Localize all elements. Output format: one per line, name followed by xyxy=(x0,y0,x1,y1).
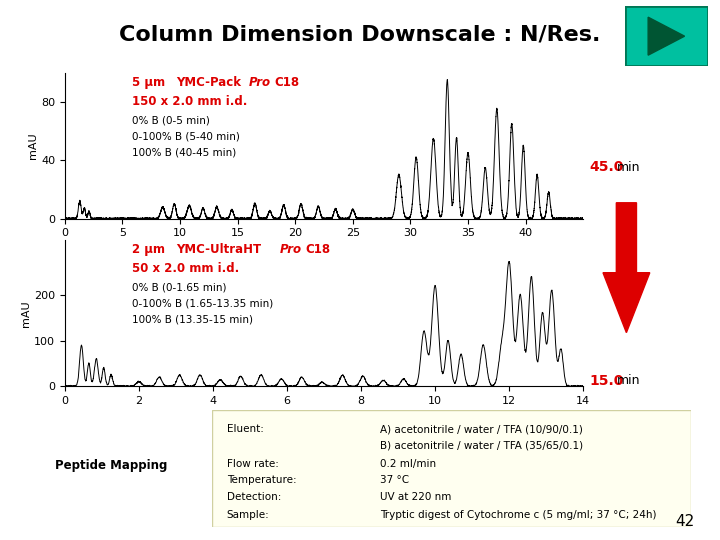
Polygon shape xyxy=(648,17,685,55)
Text: 45.0: 45.0 xyxy=(589,160,624,174)
Text: B) acetonitrile / water / TFA (35/65/0.1): B) acetonitrile / water / TFA (35/65/0.1… xyxy=(380,441,583,450)
Text: YMC-UltraHT: YMC-UltraHT xyxy=(176,243,261,256)
Text: Pro: Pro xyxy=(249,76,271,89)
Text: 0% B (0-1.65 min): 0% B (0-1.65 min) xyxy=(132,282,227,293)
Text: Peptide Mapping: Peptide Mapping xyxy=(55,459,168,472)
Text: C18: C18 xyxy=(306,243,331,256)
Text: 5 μm: 5 μm xyxy=(132,76,166,89)
Text: Sample:: Sample: xyxy=(227,510,269,520)
Y-axis label: mAU: mAU xyxy=(21,300,31,327)
Text: Flow rate:: Flow rate: xyxy=(227,459,279,469)
Text: 0-100% B (5-40 min): 0-100% B (5-40 min) xyxy=(132,131,240,141)
Text: Tryptic digest of Cytochrome c (5 mg/ml; 37 °C; 24h): Tryptic digest of Cytochrome c (5 mg/ml;… xyxy=(380,510,657,520)
Text: 37 °C: 37 °C xyxy=(380,475,409,485)
Text: Eluent:: Eluent: xyxy=(227,424,264,434)
Text: YMC-Pack: YMC-Pack xyxy=(176,76,241,89)
Text: 100% B (40-45 min): 100% B (40-45 min) xyxy=(132,147,236,157)
Text: 0.2 ml/min: 0.2 ml/min xyxy=(380,459,436,469)
Text: Column Dimension Downscale : N/Res.: Column Dimension Downscale : N/Res. xyxy=(120,24,600,44)
Text: min: min xyxy=(617,374,641,387)
Text: Temperature:: Temperature: xyxy=(227,475,297,485)
Text: 42: 42 xyxy=(675,514,695,529)
Text: 50 x 2.0 mm i.d.: 50 x 2.0 mm i.d. xyxy=(132,262,240,275)
FancyBboxPatch shape xyxy=(625,6,708,66)
Text: Detection:: Detection: xyxy=(227,491,281,502)
Text: 0-100% B (1.65-13.35 min): 0-100% B (1.65-13.35 min) xyxy=(132,299,274,309)
Text: 150 x 2.0 mm i.d.: 150 x 2.0 mm i.d. xyxy=(132,95,248,108)
Y-axis label: mAU: mAU xyxy=(28,132,38,159)
Text: UV at 220 nm: UV at 220 nm xyxy=(380,491,451,502)
FancyArrow shape xyxy=(603,202,649,333)
Text: Pro: Pro xyxy=(280,243,302,256)
Text: 100% B (13.35-15 min): 100% B (13.35-15 min) xyxy=(132,315,253,325)
Text: min: min xyxy=(617,161,641,174)
Text: C18: C18 xyxy=(275,76,300,89)
Text: 15.0: 15.0 xyxy=(589,374,624,388)
Text: A) acetonitrile / water / TFA (10/90/0.1): A) acetonitrile / water / TFA (10/90/0.1… xyxy=(380,424,583,434)
Text: 2 μm: 2 μm xyxy=(132,243,165,256)
Text: 0% B (0-5 min): 0% B (0-5 min) xyxy=(132,115,210,125)
FancyBboxPatch shape xyxy=(212,410,691,526)
